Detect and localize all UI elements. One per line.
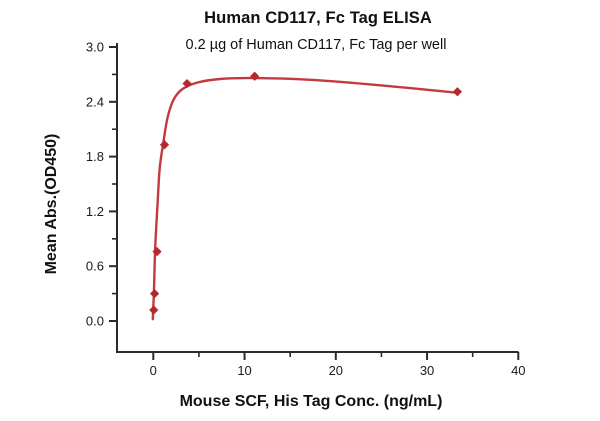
chart-title: Human CD117, Fc Tag ELISA [204,9,432,27]
y-axis-label: Mean Abs.(OD450) [43,134,60,275]
fit-curve [151,76,458,321]
y-tick-label: 1.2 [86,204,104,219]
y-tick-label: 0.6 [86,259,104,274]
data-point-marker [152,246,162,257]
x-tick-label: 20 [329,363,343,378]
y-tick-label: 2.4 [86,94,104,109]
chart-subtitle: 0.2 µg of Human CD117, Fc Tag per well [185,37,447,53]
y-tick-label: 3.0 [86,40,104,55]
data-point-marker [149,305,159,315]
data-point-marker [182,78,192,89]
fit-curve-line [151,76,458,321]
axis-spine [116,43,519,353]
x-tick-label: 10 [237,363,251,378]
x-axis-label: Mouse SCF, His Tag Conc. (ng/mL) [180,393,443,410]
y-tick-label: 0.0 [86,314,104,329]
data-point-marker [452,87,463,97]
x-tick-label: 30 [420,363,434,378]
data-point-marker [250,71,260,81]
axes: 0.0 0.6 1.2 1.8 2.4 3.0 0 10 20 30 40 [86,40,526,378]
x-tick-label: 0 [150,363,157,378]
data-point-marker [149,289,160,299]
data-point-marker [159,140,170,150]
data-points [149,71,463,315]
y-tick-label: 1.8 [86,149,104,164]
x-tick-label: 40 [511,363,525,378]
